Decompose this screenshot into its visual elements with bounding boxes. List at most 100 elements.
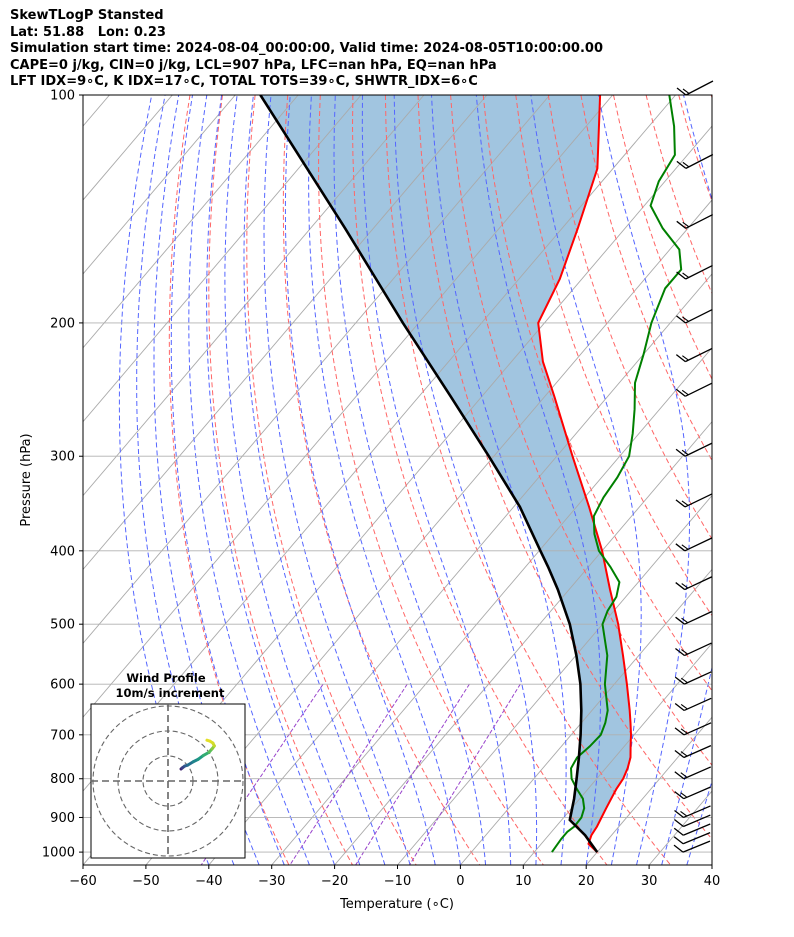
dry-adiabat (776, 95, 794, 865)
x-tick-label: 0 (456, 874, 464, 889)
wind-barb (674, 722, 712, 736)
wind-barb (673, 814, 711, 828)
y-tick-label: 700 (50, 728, 75, 743)
moist-adiabat (188, 95, 310, 865)
header-cape-line: CAPE=0 j/kg, CIN=0 j/kg, LCL=907 hPa, LF… (10, 57, 497, 73)
sounding-profiles (259, 95, 683, 853)
moist-adiabat (333, 95, 487, 865)
inset-subtitle: 10m/s increment (116, 686, 225, 700)
wind-barb (675, 537, 713, 552)
wind-barb (675, 493, 713, 508)
dry-adiabat (168, 95, 290, 865)
moist-adiabat (393, 95, 538, 865)
dry-adiabat (515, 95, 712, 617)
y-tick-label: 400 (50, 544, 75, 559)
isotherm (208, 273, 712, 865)
dry-adiabat (282, 95, 481, 865)
dry-adiabat (417, 95, 712, 840)
wind-barb (675, 442, 713, 457)
moist-adiabat (530, 95, 642, 865)
dry-adiabat (710, 95, 712, 100)
y-tick-label: 1000 (42, 846, 75, 861)
mixing-ratio-line (409, 683, 521, 865)
header-indices-line: LFT IDX=9∘C, K IDX=17∘C, TOTAL TOTS=39∘C… (10, 74, 478, 89)
x-tick-label: −40 (195, 874, 222, 889)
header-times: Simulation start time: 2024-08-04_00:00:… (10, 41, 603, 56)
wind-barb (675, 611, 712, 625)
wind-barb (673, 840, 711, 853)
moist-adiabat (361, 95, 512, 865)
hodograph (91, 704, 245, 858)
x-tick-label: −20 (321, 874, 348, 889)
dry-adiabat-lines (168, 95, 794, 865)
dry-adiabat (351, 95, 608, 865)
mixing-ratio-line (355, 683, 470, 865)
y-tick-label: 100 (50, 89, 75, 104)
dry-adiabat (246, 95, 417, 865)
moist-adiabat (711, 863, 712, 865)
cape-shading (260, 95, 631, 853)
moist-adiabat (263, 95, 411, 865)
moist-adiabat (224, 95, 361, 865)
wind-barb (675, 642, 712, 657)
moist-adiabat (686, 779, 712, 865)
x-tick-label: 30 (641, 874, 658, 889)
dry-adiabat (547, 95, 712, 540)
dry-adiabat (318, 95, 544, 865)
y-axis-label: Pressure (hPa) (19, 433, 34, 526)
hodograph-segment (205, 738, 212, 743)
x-tick-label: −50 (132, 874, 159, 889)
isotherm (397, 494, 712, 865)
wind-barb (673, 832, 711, 845)
moist-adiabat (284, 95, 436, 865)
x-axis-label: Temperature (∘C) (339, 897, 454, 912)
isotherm (334, 420, 712, 865)
cape-area (260, 95, 631, 853)
parcel-profile (259, 95, 599, 853)
wind-barb (674, 745, 712, 759)
moist-adiabat (243, 95, 386, 865)
wind-barb (674, 786, 711, 800)
dry-adiabat (645, 95, 712, 295)
wind-barb (676, 80, 714, 96)
x-tick-label: 40 (704, 874, 721, 889)
y-tick-label: 900 (50, 811, 75, 826)
y-tick-label: 200 (50, 316, 75, 331)
isotherm (83, 95, 236, 275)
x-tick-label: 20 (578, 874, 595, 889)
y-axis-ticks: 100 200 300 400 500 600 700 800 900 1000 (42, 89, 83, 861)
moist-adiabat (170, 95, 285, 865)
header-location: Lat: 51.88 Lon: 0.23 (10, 24, 166, 40)
moist-adiabat (475, 95, 602, 865)
isotherm (271, 347, 712, 865)
x-axis-ticks: −60 −50 −40 −30 −20 −10 0 10 20 30 40 (69, 865, 720, 889)
wind-barb (674, 671, 712, 685)
dry-adiabat (450, 95, 712, 766)
y-tick-label: 300 (50, 450, 75, 465)
dewpoint-profile (551, 95, 683, 853)
y-tick-label: 800 (50, 772, 75, 787)
x-tick-label: −30 (258, 874, 285, 889)
isotherm (83, 95, 614, 718)
isotherm (711, 864, 712, 865)
y-tick-label: 600 (50, 678, 75, 693)
dry-adiabat (482, 95, 712, 692)
dry-adiabat (384, 95, 671, 865)
wind-barb (674, 805, 711, 819)
isotherm (648, 790, 712, 865)
wind-barbs (673, 80, 714, 853)
isotherm (83, 95, 425, 497)
isotherm (83, 95, 362, 423)
mixing-ratio-line (289, 683, 408, 865)
wind-barb (675, 576, 712, 591)
y-tick-label: 500 (50, 618, 75, 633)
wind-barb (676, 153, 714, 169)
wind-barb (673, 823, 711, 836)
dry-adiabat (678, 95, 712, 203)
header-station: SkewTLogP Stansted (10, 8, 164, 23)
wind-barb (674, 766, 712, 780)
wind-profile-inset: Wind Profile 10m/s increment (90, 671, 246, 859)
moist-adiabat (206, 95, 336, 865)
x-tick-label: 10 (515, 874, 532, 889)
